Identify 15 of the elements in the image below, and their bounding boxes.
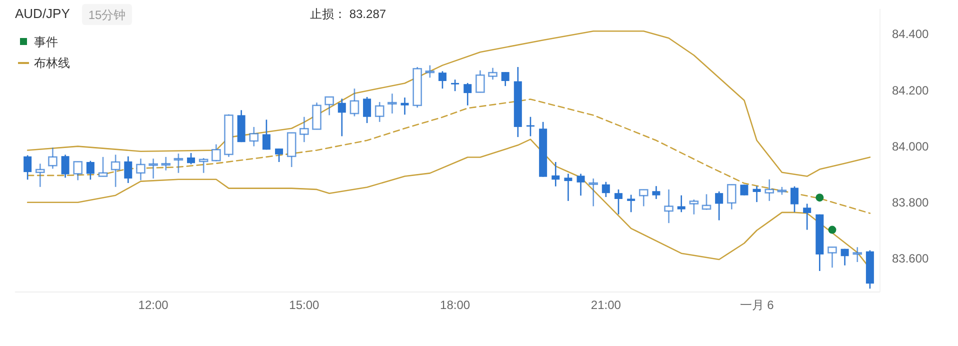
ytick: 83.800 <box>892 195 929 210</box>
xtick: 21:00 <box>590 298 621 312</box>
xtick: 一月 6 <box>740 298 774 312</box>
ytick: 84.200 <box>892 83 929 98</box>
title: AUD/JPY <box>15 6 70 21</box>
xtick: 15:00 <box>289 298 320 312</box>
subtitle: 15分钟 <box>88 8 126 22</box>
xtick: 18:00 <box>440 298 470 312</box>
xtick: 12:00 <box>138 298 168 312</box>
annotation: 止损： 83.287 <box>310 7 386 21</box>
ytick: 84.000 <box>892 139 929 154</box>
legend-label: 布林线 <box>34 56 70 70</box>
legend-label: 事件 <box>34 35 58 49</box>
ytick: 84.400 <box>892 27 929 42</box>
ytick: 83.600 <box>892 251 929 266</box>
